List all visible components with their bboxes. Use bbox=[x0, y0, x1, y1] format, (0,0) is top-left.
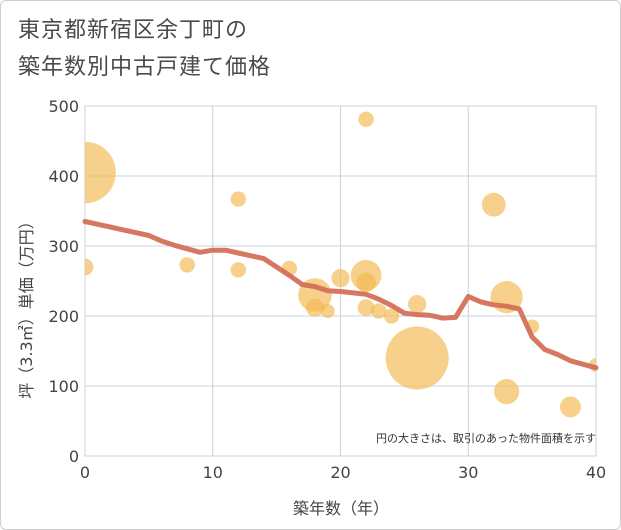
y-tick-label-1: 100 bbox=[48, 377, 79, 396]
bubble-point-14 bbox=[371, 303, 387, 319]
x-tick-label-3: 30 bbox=[458, 463, 478, 482]
bubble-series bbox=[85, 111, 596, 418]
grid-lines bbox=[84, 105, 597, 457]
x-axis-label: 築年数（年） bbox=[293, 499, 389, 518]
chart-title-line-2: 築年数別中古戸建て価格 bbox=[18, 55, 272, 80]
bubble-point-13 bbox=[357, 299, 375, 316]
y-tick-label-2: 200 bbox=[48, 307, 79, 326]
bubble-point-7 bbox=[305, 298, 325, 317]
y-tick-label-3: 300 bbox=[48, 237, 79, 256]
bubble-point-9 bbox=[331, 269, 350, 288]
x-tick-label-4: 40 bbox=[586, 463, 606, 482]
size-note: 円の大きさは、取引のあった物件面積を示す bbox=[376, 431, 596, 445]
x-tick-label-1: 10 bbox=[203, 463, 223, 482]
trend-line bbox=[82, 219, 599, 371]
y-tick-label-4: 400 bbox=[48, 167, 79, 186]
x-tick-label-0: 0 bbox=[80, 463, 90, 482]
bubble-point-18 bbox=[481, 192, 506, 217]
bubble-point-8 bbox=[320, 304, 335, 319]
x-tick-label-2: 20 bbox=[330, 463, 350, 482]
chart-title: 東京都新宿区余丁町の 築年数別中古戸建て価格 bbox=[18, 12, 578, 86]
bubble-point-16 bbox=[385, 326, 449, 390]
bubble-point-4 bbox=[230, 262, 246, 278]
y-tick-label-5: 500 bbox=[48, 97, 79, 116]
bubble-point-12 bbox=[356, 272, 376, 293]
bubble-point-2 bbox=[179, 257, 195, 273]
bubble-point-10 bbox=[358, 111, 374, 128]
bubble-point-20 bbox=[493, 379, 520, 405]
bubble-point-0 bbox=[85, 141, 116, 204]
chart-title-line-1: 東京都新宿区余丁町の bbox=[18, 18, 249, 43]
y-tick-label-0: 0 bbox=[69, 447, 79, 466]
bubble-point-3 bbox=[230, 191, 246, 207]
bubble-point-15 bbox=[383, 308, 400, 324]
trend-series bbox=[82, 219, 599, 371]
bubble-point-22 bbox=[559, 396, 581, 418]
y-axis-label: 坪（3.3㎡）単価（万円） bbox=[17, 213, 36, 398]
bubble-point-17 bbox=[408, 295, 427, 314]
bubble-point-1 bbox=[85, 258, 94, 276]
